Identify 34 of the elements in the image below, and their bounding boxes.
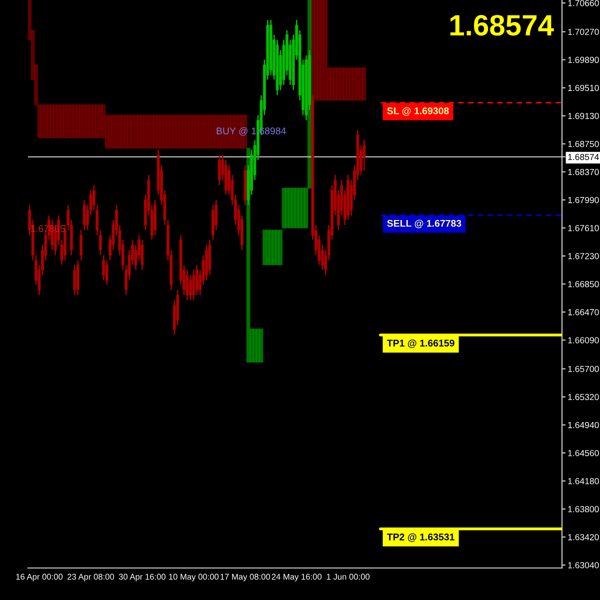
x-tick-label: 16 Apr 00:00 <box>16 574 63 582</box>
x-tick-label: 24 May 16:00 <box>272 574 322 582</box>
y-tick-label: 1.67610 <box>568 225 599 232</box>
y-tick-label: 1.66090 <box>568 337 599 344</box>
ref-line-label: SL @ 1.69308 <box>387 107 449 116</box>
y-tick-label: 1.68370 <box>568 168 599 176</box>
x-tick-label: 17 May 08:00 <box>220 574 270 582</box>
y-tick-label: 1.70660 <box>568 0 599 6</box>
y-tick-label: 1.67990 <box>568 196 599 204</box>
y-tick-label: 1.64560 <box>568 450 599 456</box>
y-tick-label: 1.63040 <box>568 562 599 568</box>
x-tick-label: 10 May 00:00 <box>169 574 219 582</box>
y-tick-label: 1.64180 <box>568 478 599 484</box>
y-tick-label: 1.65320 <box>568 394 599 400</box>
ref-line-label: SELL @ 1.67783 <box>387 220 462 228</box>
x-tick-label: 30 Apr 16:00 <box>118 574 166 582</box>
y-tick-label: 1.66850 <box>568 281 599 288</box>
y-tick-label: 1.68750 <box>568 140 599 148</box>
y-tick-label: 1.63420 <box>568 534 599 540</box>
ref-line-label: TP1 @ 1.66159 <box>386 340 454 348</box>
y-tick-label: 1.66470 <box>568 309 599 316</box>
annotation: 1.68574 <box>450 14 554 36</box>
y-tick-label: 1.69510 <box>568 84 599 92</box>
y-tick-label: 1.65700 <box>568 366 599 372</box>
x-tick-label: 23 Apr 08:00 <box>68 574 114 582</box>
y-tick-label: 1.63800 <box>568 506 599 512</box>
y-tick-label: 1.67230 <box>568 253 599 260</box>
y-tick-label: 1.69130 <box>568 112 599 120</box>
y-tick-label: 1.69890 <box>568 56 599 64</box>
y-tick-label: 1.68574 <box>568 154 599 160</box>
y-tick-label: 1.64940 <box>568 422 599 428</box>
y-tick-label: 1.70270 <box>568 28 599 35</box>
x-tick-label: 1 Jun 00:00 <box>326 574 370 580</box>
ref-line-label: TP2 @ 1.63531 <box>386 533 454 542</box>
